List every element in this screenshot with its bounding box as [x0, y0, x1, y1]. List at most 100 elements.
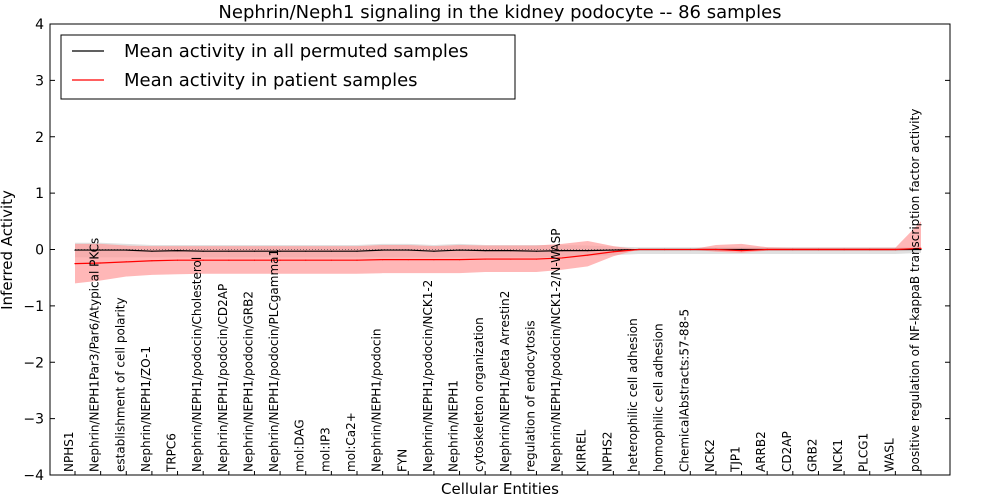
x-tick-label: heterophilic cell adhesion — [626, 318, 640, 472]
plot-frame — [49, 23, 951, 476]
x-tick-label: PLCG1 — [857, 433, 871, 472]
data-point-permuted — [330, 250, 332, 252]
x-axis-title: Cellular Entities — [441, 480, 559, 498]
y-tick-label: −1 — [23, 299, 44, 315]
x-tick-label: Nephrin/NEPH1Par3/Par6/Atypical PKCs — [88, 238, 102, 472]
x-tick-label: mol:IP3 — [318, 427, 332, 472]
data-point-permuted — [587, 250, 589, 252]
data-point-permuted — [458, 249, 461, 251]
data-point-patient — [356, 259, 358, 261]
data-point-patient — [458, 259, 461, 261]
x-tick-label: Nephrin/NEPH1/podocin/GRB2 — [241, 291, 255, 472]
data-point-permuted — [74, 249, 76, 251]
data-point-patient — [894, 248, 896, 251]
data-point-patient — [176, 259, 179, 261]
data-point-permuted — [151, 250, 153, 252]
data-point-patient — [766, 248, 768, 251]
legend: Mean activity in all permuted samples Me… — [60, 34, 516, 100]
data-point-patient — [510, 258, 512, 260]
data-point-patient — [202, 259, 204, 261]
series-line-patient — [74, 247, 922, 265]
data-point-patient — [74, 262, 76, 265]
y-tick-label: −3 — [23, 412, 44, 428]
x-tick-label: FYN — [395, 449, 409, 472]
data-point-permuted — [253, 250, 256, 252]
data-point-patient — [433, 259, 435, 261]
data-point-permuted — [612, 249, 614, 251]
data-point-permuted — [382, 249, 384, 251]
data-point-patient — [407, 259, 409, 261]
chart-title: Nephrin/Neph1 signaling in the kidney po… — [218, 2, 781, 23]
x-tick-label: TRPC6 — [165, 433, 179, 473]
data-point-patient — [817, 248, 820, 251]
data-point-permuted — [125, 249, 127, 251]
x-tick-label: NPHS2 — [600, 432, 614, 473]
data-point-patient — [305, 259, 307, 261]
x-tick-label: cytoskeleton organization — [472, 317, 486, 472]
data-point-permuted — [561, 250, 563, 252]
x-tick-label: mol:Ca2+ — [344, 412, 358, 472]
x-tick-label: CD2AP — [780, 431, 794, 472]
data-point-permuted — [407, 249, 409, 251]
y-tick-label: 4 — [35, 17, 44, 33]
line-layer — [74, 247, 922, 265]
data-point-permuted — [433, 250, 435, 252]
x-tick-label: establishment of cell polarity — [113, 297, 127, 472]
y-tick-label: −4 — [23, 468, 44, 484]
data-point-patient — [279, 259, 281, 261]
x-tick-label: GRB2 — [805, 438, 819, 472]
data-point-patient — [664, 248, 666, 251]
x-tick-label: NPHS1 — [62, 432, 76, 473]
data-point-permuted — [100, 249, 102, 251]
data-point-patient — [638, 248, 640, 251]
data-point-patient — [792, 248, 794, 251]
y-tick-label: 0 — [35, 243, 44, 259]
legend-label-patient: Mean activity in patient samples — [124, 70, 418, 91]
data-point-patient — [843, 248, 845, 251]
band-patient — [75, 221, 921, 284]
data-point-permuted — [484, 250, 486, 252]
data-point-patient — [484, 258, 486, 260]
x-tick-label: Nephrin/NEPH1/podocin/CD2AP — [216, 284, 230, 472]
data-point-patient — [253, 259, 256, 261]
x-tick-label: NCK2 — [703, 439, 717, 472]
data-point-permuted — [279, 250, 281, 252]
y-tick-label: 2 — [35, 130, 44, 146]
data-point-permuted — [356, 250, 358, 252]
legend-box — [60, 34, 516, 100]
x-tick-label: homophilic cell adhesion — [652, 323, 666, 472]
data-point-patient — [228, 259, 230, 261]
x-tick-label: Nephrin/NEPH1/ZO-1 — [139, 346, 153, 472]
data-point-patient — [561, 257, 563, 259]
x-tick-label: ARRB2 — [754, 431, 768, 472]
x-tick-label: Nephrin/NEPH1/podocin/NCK1-2/N-WASP — [549, 229, 563, 472]
data-point-patient — [612, 251, 614, 253]
x-tick-label: Nephrin/NEPH1/podocin/Cholesterol — [190, 257, 204, 472]
x-tick-label: ChemicalAbstracts:57-88-5 — [677, 309, 691, 472]
x-tick-label: Nephrin/NEPH1/podocin/PLCgamma1 — [267, 249, 281, 472]
data-point-patient — [689, 248, 691, 251]
x-tick-label: TJP1 — [729, 446, 743, 473]
x-tick-label: Nephrin/NEPH1/beta Arrestin2 — [498, 291, 512, 472]
y-axis-title: Inferred Activity — [0, 190, 16, 310]
x-tick-label: WASL — [882, 438, 896, 472]
data-point-patient — [125, 261, 127, 263]
x-tick-label: mol:DAG — [293, 419, 307, 472]
data-point-permuted — [176, 250, 179, 252]
x-tick-label: regulation of endocytosis — [523, 320, 537, 472]
data-point-patient — [740, 250, 743, 252]
y-tick-label: −2 — [23, 355, 44, 371]
data-point-patient — [330, 259, 332, 261]
x-tick-label: KIRREL — [575, 429, 589, 472]
data-point-permuted — [740, 248, 743, 251]
data-point-patient — [535, 258, 538, 260]
data-point-permuted — [920, 248, 922, 251]
data-point-permuted — [202, 250, 204, 252]
x-tick-label: NCK1 — [831, 439, 845, 472]
x-tick-label: positive regulation of NF-kappaB transcr… — [908, 109, 922, 472]
data-point-permuted — [305, 250, 307, 252]
data-point-patient — [100, 262, 102, 264]
data-point-patient — [869, 248, 871, 251]
data-point-patient — [920, 247, 922, 249]
